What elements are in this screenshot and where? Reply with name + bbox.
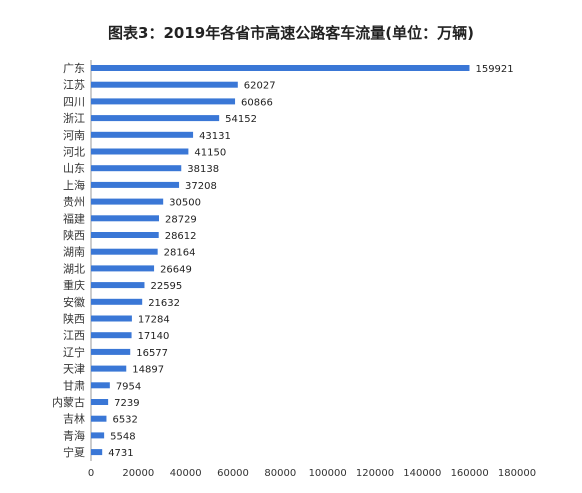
- category-label: 陕西: [63, 312, 85, 326]
- x-tick-label: 60000: [217, 468, 249, 479]
- category-label: 山东: [63, 162, 85, 175]
- bar: [91, 98, 236, 105]
- bar: [91, 148, 189, 155]
- x-tick-label: 140000: [403, 468, 441, 479]
- data-label: 41150: [194, 148, 226, 159]
- chart-title: 图表3：2019年各省市高速公路客车流量(单位：万辆): [108, 24, 474, 42]
- data-label: 54152: [225, 114, 257, 125]
- data-label: 17284: [138, 315, 170, 326]
- category-label: 贵州: [63, 196, 85, 209]
- data-label: 62027: [244, 81, 276, 92]
- data-label: 17140: [138, 331, 170, 342]
- data-label: 21632: [148, 298, 180, 309]
- bar: [91, 449, 103, 456]
- category-label: 安徽: [63, 295, 85, 309]
- category-label: 四川: [63, 95, 85, 108]
- category-label: 甘肃: [63, 379, 85, 392]
- data-label: 7239: [114, 398, 139, 409]
- bars-layer: 广东 159921 江苏 62027 四川 60866 浙江 54152 河南 43131 河北 41…: [52, 62, 514, 459]
- bar: [91, 332, 132, 339]
- data-label: 5548: [110, 431, 135, 442]
- category-label: 浙江: [63, 112, 85, 125]
- data-label: 22595: [150, 281, 182, 292]
- category-label: 重庆: [63, 278, 85, 292]
- category-label: 辽宁: [63, 345, 85, 359]
- category-label: 陕西: [63, 228, 85, 242]
- bar: [91, 131, 194, 138]
- bar: [91, 198, 164, 205]
- data-label: 159921: [475, 64, 513, 75]
- data-label: 28164: [164, 248, 196, 259]
- x-axis-ticks: 0 20000 40000 60000 80000 100000 120000 140000 1…: [88, 468, 536, 479]
- bar: [91, 365, 127, 372]
- bar: [91, 215, 159, 222]
- data-label: 4731: [108, 448, 133, 459]
- category-label: 河北: [63, 146, 85, 159]
- bar: [91, 315, 132, 322]
- x-tick-label: 0: [88, 468, 94, 479]
- bar: [91, 65, 470, 71]
- data-label: 30500: [169, 198, 201, 209]
- category-label: 江苏: [63, 79, 85, 92]
- data-label: 7954: [116, 381, 141, 392]
- data-label: 26649: [160, 264, 192, 275]
- x-tick-label: 180000: [498, 468, 536, 479]
- bar: [91, 298, 143, 305]
- bar: [91, 248, 158, 255]
- bar: [91, 399, 109, 405]
- data-label: 16577: [136, 348, 168, 359]
- category-label: 吉林: [63, 412, 85, 426]
- category-label: 河南: [63, 129, 85, 142]
- data-label: 28612: [165, 231, 197, 242]
- x-tick-label: 20000: [122, 468, 154, 479]
- category-label: 福建: [63, 211, 85, 225]
- data-label: 37208: [185, 181, 217, 192]
- bar: [91, 265, 155, 272]
- bar: [91, 181, 180, 188]
- x-tick-label: 120000: [356, 468, 394, 479]
- x-tick-label: 80000: [264, 468, 296, 479]
- data-label: 28729: [165, 214, 197, 225]
- x-tick-label: 100000: [309, 468, 347, 479]
- bar: [91, 165, 182, 172]
- bar: [91, 232, 159, 238]
- bar: [91, 382, 110, 389]
- bar: [91, 415, 107, 422]
- category-label: 湖北: [63, 262, 85, 275]
- category-label: 上海: [63, 178, 85, 192]
- data-label: 6532: [112, 415, 137, 426]
- data-label: 38138: [187, 164, 219, 175]
- x-tick-label: 40000: [170, 468, 202, 479]
- data-label: 14897: [132, 365, 164, 376]
- category-label: 江西: [63, 329, 85, 342]
- x-tick-label: 160000: [451, 468, 489, 479]
- data-label: 60866: [241, 97, 273, 108]
- category-label: 青海: [63, 428, 85, 442]
- category-label: 内蒙古: [52, 395, 85, 409]
- bar: [91, 81, 238, 88]
- bar: [91, 282, 145, 289]
- category-label: 宁夏: [63, 445, 85, 459]
- bar: [91, 432, 105, 439]
- bar: [91, 348, 131, 355]
- category-label: 湖南: [63, 246, 85, 259]
- bar: [91, 115, 220, 122]
- category-label: 天津: [63, 363, 85, 376]
- category-label: 广东: [63, 62, 85, 75]
- data-label: 43131: [199, 131, 231, 142]
